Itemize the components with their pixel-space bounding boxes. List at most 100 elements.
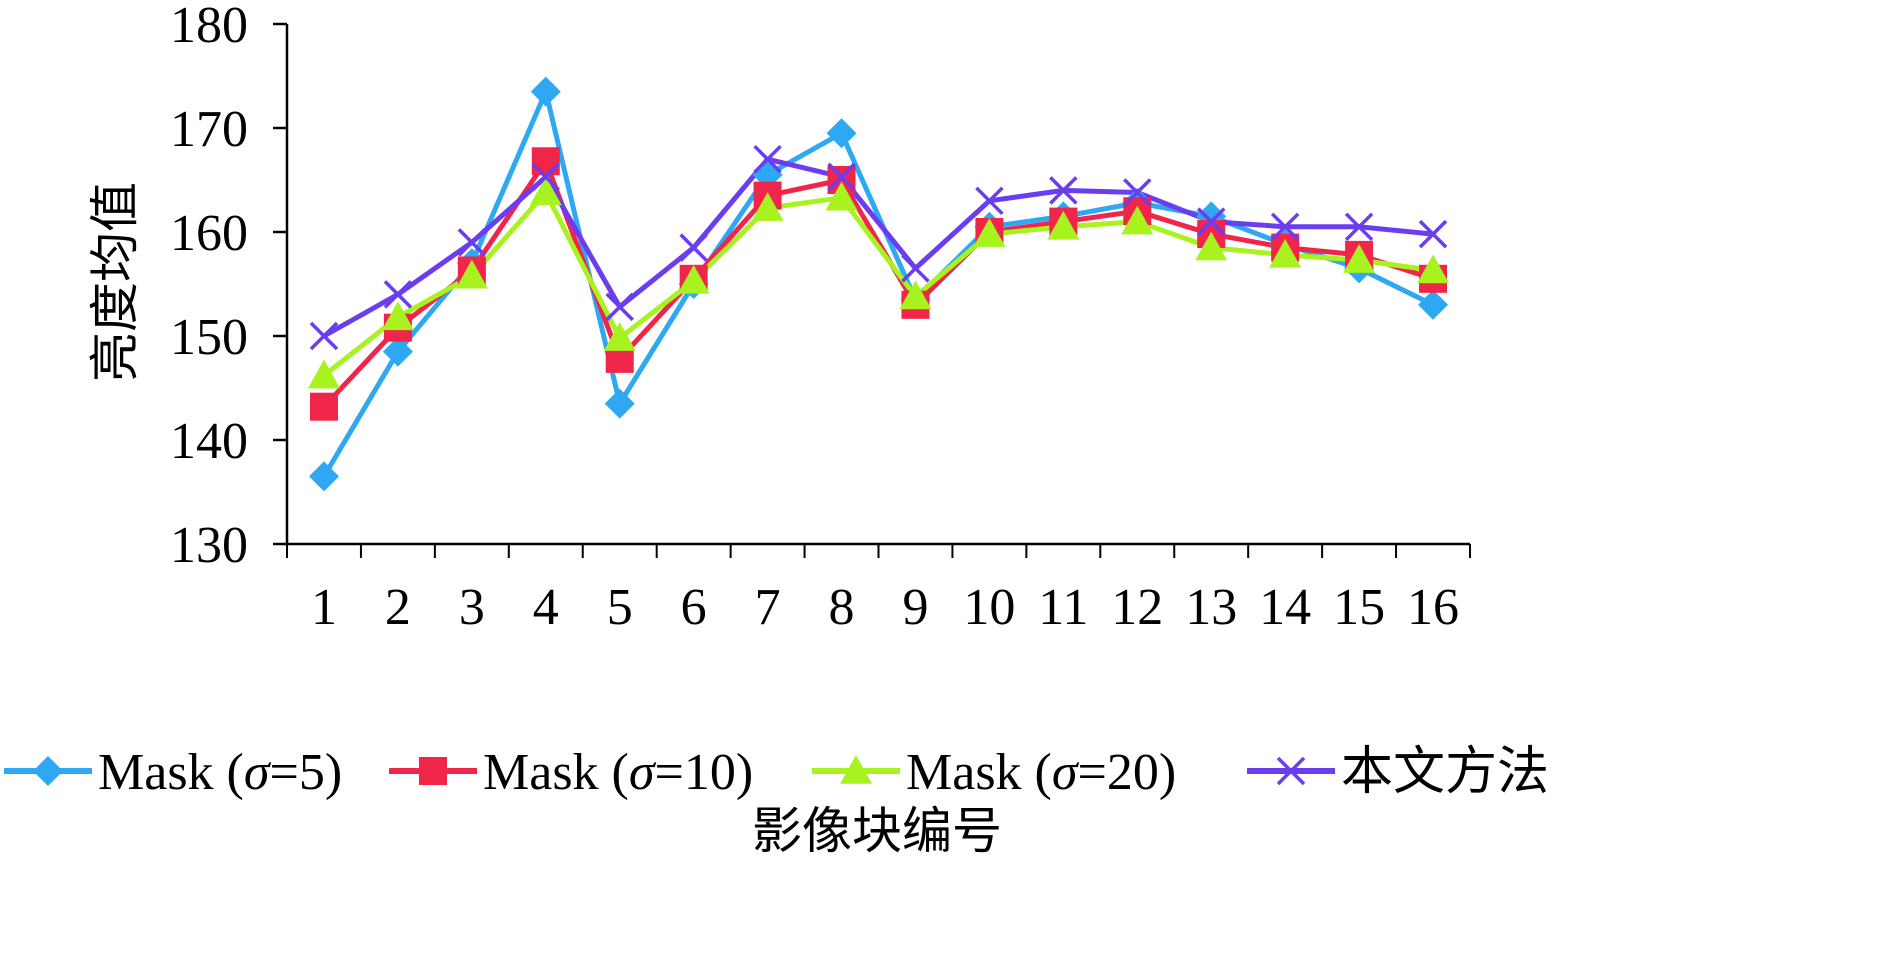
data-point-x — [531, 162, 561, 192]
data-point-x — [679, 233, 708, 262]
data-point-x — [901, 254, 930, 283]
x-tick-label: 1 — [311, 579, 337, 636]
data-point-x — [1123, 178, 1152, 207]
legend-item-3: Mask (σ=20) — [812, 744, 1176, 801]
data-point-triangle — [455, 259, 488, 289]
data-point-triangle — [1269, 238, 1302, 268]
data-point-square — [309, 392, 338, 421]
x-tick-label: 8 — [829, 579, 855, 636]
data-point-x — [827, 162, 856, 192]
data-point-x — [1196, 207, 1226, 236]
y-tick-label: 140 — [170, 413, 248, 470]
legend: Mask (σ=5) Mask (σ=10) Mask (σ=20) 本文方法 — [4, 744, 1549, 801]
x-marker-stroke — [901, 254, 930, 283]
x-marker-stroke — [457, 228, 487, 257]
data-point-x — [605, 292, 634, 322]
data-point-x — [1270, 212, 1300, 242]
data-point-triangle — [899, 280, 932, 310]
data-point-x — [1418, 219, 1448, 249]
data-point-x — [309, 321, 339, 351]
axes — [273, 22, 1471, 558]
x-tick-label: 4 — [533, 579, 559, 636]
x-marker-stroke — [1270, 212, 1300, 242]
x-tick-label: 15 — [1333, 579, 1385, 636]
data-point-square — [531, 147, 560, 176]
data-point-x — [975, 186, 1004, 216]
y-tick-label: 130 — [170, 517, 248, 574]
x-marker-stroke — [383, 280, 413, 309]
legend-label: Mask (σ=5) — [98, 744, 342, 801]
x-tick-label: 16 — [1407, 579, 1459, 636]
x-tick-label: 6 — [681, 579, 707, 636]
x-marker-stroke — [1123, 178, 1152, 207]
series-markers-3 — [307, 176, 1450, 389]
legend-label: Mask (σ=20) — [906, 744, 1176, 801]
data-point-triangle — [1343, 244, 1376, 273]
data-point-diamond — [308, 461, 339, 492]
x-marker-stroke — [531, 162, 561, 192]
x-marker-stroke — [605, 292, 634, 322]
data-point-x — [1344, 212, 1374, 242]
y-tick-label: 180 — [170, 0, 248, 54]
x-marker-stroke — [679, 233, 708, 262]
data-point-triangle — [307, 359, 340, 389]
legend-marker-square — [419, 757, 447, 785]
data-point-triangle — [1121, 205, 1154, 235]
series-line-1 — [321, 89, 1436, 479]
plot-area — [273, 22, 1471, 558]
y-axis-title: 亮度均值 — [86, 182, 144, 382]
data-point-diamond — [604, 388, 635, 419]
legend-marker-x — [1276, 756, 1306, 786]
data-point-diamond — [530, 76, 561, 107]
legend-label: 本文方法 — [1341, 744, 1549, 801]
x-tick-label: 7 — [755, 579, 781, 636]
series-lines — [321, 89, 1436, 479]
x-tick-labels: 1 2 3 4 5 6 7 8 9 10 11 12 13 14 15 16 — [311, 579, 1459, 636]
x-marker-stroke — [975, 186, 1004, 216]
legend-item-4: 本文方法 — [1247, 744, 1549, 801]
data-point-triangle — [1047, 210, 1080, 240]
x-tick-label: 13 — [1185, 579, 1237, 636]
data-point-diamond — [382, 336, 413, 367]
series-markers — [307, 76, 1450, 492]
legend-item-2: Mask (σ=10) — [389, 744, 753, 801]
data-point-triangle — [677, 264, 710, 294]
data-point-diamond — [826, 118, 857, 149]
data-point-triangle — [973, 218, 1006, 247]
legend-marker-diamond — [33, 756, 63, 786]
series-markers-4 — [309, 144, 1448, 351]
x-tick-label: 3 — [459, 579, 485, 636]
data-point-triangle — [825, 181, 858, 211]
series-line-2 — [321, 158, 1436, 410]
x-marker-stroke — [309, 321, 339, 351]
x-marker-stroke — [753, 144, 782, 174]
x-tick-label: 12 — [1111, 579, 1163, 636]
y-tick-label: 170 — [170, 101, 248, 158]
x-tick-label: 11 — [1038, 579, 1088, 636]
x-tick-label: 5 — [607, 579, 633, 636]
data-point-triangle — [1417, 254, 1450, 284]
y-tick-label: 160 — [170, 205, 248, 262]
series-line-4 — [321, 156, 1436, 339]
legend-label: Mask (σ=10) — [483, 744, 753, 801]
x-marker-stroke — [1276, 756, 1306, 786]
data-point-triangle — [603, 322, 636, 351]
x-tick-label: 10 — [963, 579, 1015, 636]
y-tick-label: 150 — [170, 309, 248, 366]
data-point-triangle — [751, 192, 784, 221]
x-marker-stroke — [827, 162, 856, 192]
x-marker-stroke — [1418, 219, 1448, 249]
data-point-triangle — [529, 176, 562, 206]
data-point-diamond — [1418, 289, 1449, 320]
data-point-x — [1049, 176, 1078, 205]
data-point-x — [383, 280, 413, 309]
x-tick-label: 14 — [1259, 579, 1311, 636]
x-marker-stroke — [1049, 176, 1078, 205]
series-line-3 — [321, 189, 1436, 379]
x-axis-title: 影像块编号 — [752, 802, 1002, 860]
x-marker-stroke — [1344, 212, 1374, 242]
data-point-triangle — [381, 301, 414, 331]
x-tick-label: 9 — [902, 579, 928, 636]
x-tick-label: 2 — [385, 579, 411, 636]
